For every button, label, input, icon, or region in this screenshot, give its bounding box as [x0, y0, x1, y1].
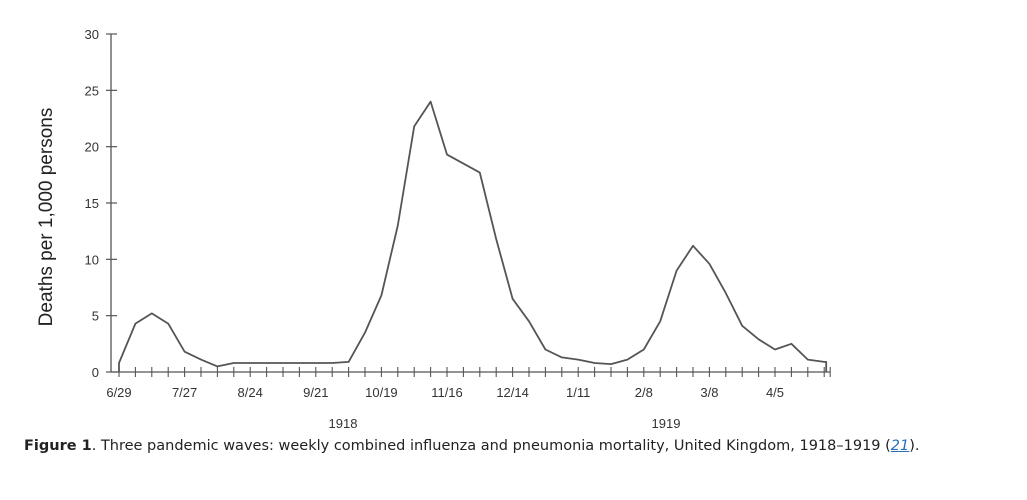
x-tick-label: 12/14: [496, 385, 529, 400]
x-tick-label: 7/27: [172, 385, 197, 400]
x-tick-label: 3/8: [700, 385, 718, 400]
x-tick-label: 2/8: [635, 385, 653, 400]
y-tick-label: 0: [92, 365, 99, 380]
x-tick-label: 11/16: [431, 385, 463, 400]
y-axis-label: Deaths per 1,000 persons: [36, 108, 57, 327]
y-tick-label: 10: [85, 252, 99, 267]
year-label: 1918: [329, 416, 358, 430]
x-tick-label: 9/21: [303, 385, 328, 400]
year-label: 1919: [652, 416, 681, 430]
x-tick-label: 8/24: [238, 385, 263, 400]
y-tick-label: 30: [85, 27, 99, 42]
reference-link[interactable]: 21: [890, 438, 910, 454]
y-tick-label: 25: [85, 83, 99, 98]
mortality-line: [118, 100, 828, 372]
figure-caption: Figure 1. Three pandemic waves: weekly c…: [24, 438, 920, 454]
mortality-chart: 0 5 10 15 20 25 30 6/29 7/27 8/24 9/21 10/19 11/16 12…: [36, 27, 831, 430]
caption-text: . Three pandemic waves: weekly combined …: [91, 438, 891, 454]
x-tick-label: 4/5: [766, 385, 784, 400]
x-tick-label: 6/29: [106, 385, 131, 400]
y-tick-label: 20: [85, 140, 99, 155]
y-tick-label: 15: [85, 196, 99, 211]
caption-label: Figure 1: [24, 438, 92, 454]
caption-end: ).: [909, 438, 920, 454]
y-tick-label: 5: [92, 309, 99, 324]
x-tick-label: 1/11: [566, 385, 590, 400]
x-tick-label: 10/19: [365, 385, 398, 400]
